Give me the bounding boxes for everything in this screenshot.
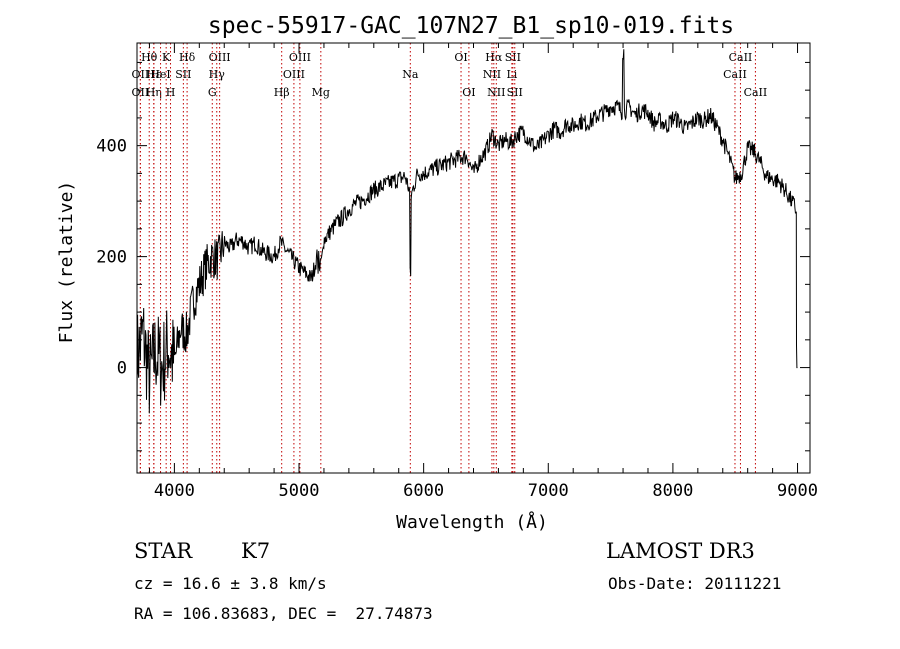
y-tick-label: 200: [96, 248, 127, 268]
survey-name: LAMOST DR3: [606, 539, 755, 563]
spectrum-line: [136, 49, 798, 414]
marker-label: OIII: [289, 51, 311, 64]
marker-label: Hε: [146, 68, 162, 81]
y-tick-label: 0: [117, 359, 127, 379]
marker-label: G: [208, 86, 217, 99]
marker-label: K: [162, 51, 171, 64]
obs-date: Obs-Date: 20111221: [608, 574, 782, 593]
marker-label: CaII: [744, 86, 768, 99]
marker-label: OI: [462, 86, 475, 99]
chart-title: spec-55917-GAC_107N27_B1_sp10-019.fits: [208, 13, 734, 39]
y-axis-label: Flux (relative): [56, 181, 77, 344]
marker-label: Li: [506, 68, 517, 81]
marker-label: SII: [507, 86, 523, 99]
marker-label: Hη: [146, 86, 162, 99]
marker-label: OII: [132, 68, 150, 81]
x-tick-label: 8000: [652, 481, 693, 501]
y-tick-label: 400: [96, 137, 127, 157]
marker-label: NII: [487, 86, 505, 99]
marker-label: HeI: [150, 68, 170, 81]
marker-label: SII: [175, 68, 191, 81]
x-tick-label: 4000: [154, 481, 195, 501]
x-tick-label: 7000: [528, 481, 569, 501]
marker-label: NII: [483, 68, 501, 81]
marker-label: Mg: [312, 86, 330, 99]
marker-label: Hα: [485, 51, 503, 64]
x-axis: 4000 5000 6000 7000 8000 9000: [148, 43, 818, 501]
object-class: STAR: [134, 539, 193, 563]
spectrum-line-group: [136, 49, 798, 414]
x-tick-label: 6000: [403, 481, 444, 501]
marker-label: OIII: [209, 51, 231, 64]
y-axis: 0 200 400: [96, 61, 810, 452]
plot-frame: [136, 42, 811, 474]
marker-label: Na: [402, 68, 419, 81]
x-tick-label: 9000: [777, 481, 818, 501]
object-subclass: K7: [241, 539, 271, 563]
marker-label: Hβ: [274, 86, 290, 99]
marker-label: CaII: [723, 68, 747, 81]
marker-label: OIII: [283, 68, 305, 81]
marker-label: Hγ: [209, 68, 226, 81]
marker-label: Hθ: [141, 51, 158, 64]
marker-label: SII: [505, 51, 521, 64]
marker-label: H: [166, 86, 176, 99]
x-axis-label: Wavelength (Å): [396, 511, 548, 533]
marker-label: OI: [454, 51, 467, 64]
coordinates: RA = 106.83683, DEC = 27.74873: [134, 604, 433, 623]
redshift-cz: cz = 16.6 ± 3.8 km/s: [134, 574, 327, 593]
x-tick-label: 5000: [279, 481, 320, 501]
marker-label: OII: [132, 86, 150, 99]
marker-label: CaII: [729, 51, 753, 64]
marker-label: Hδ: [179, 51, 196, 64]
